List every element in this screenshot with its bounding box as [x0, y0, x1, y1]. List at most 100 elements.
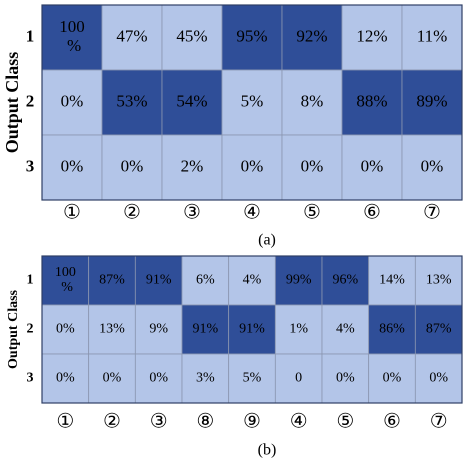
cell	[321, 353, 370, 404]
cell-label: 0%	[383, 371, 402, 386]
cell-label: 0%	[121, 156, 144, 175]
cell-label: 95%	[236, 26, 267, 45]
column-label: ⑦	[430, 411, 448, 433]
cell-label: 0%	[336, 371, 355, 386]
column-label: ⑤	[336, 411, 354, 433]
cell-label: 9%	[149, 322, 168, 337]
column-label: ②	[103, 411, 121, 433]
row-label: 2	[26, 91, 35, 110]
cell	[41, 4, 103, 71]
cell	[228, 353, 276, 404]
y-axis-label: Output Class	[6, 289, 21, 369]
cell-label: 8%	[301, 91, 324, 110]
column-label: ⑥	[363, 202, 381, 224]
column-label: ⑨	[243, 411, 261, 433]
cell	[414, 255, 463, 306]
cell	[274, 353, 323, 404]
cell	[161, 69, 223, 136]
cell-label: 1%	[289, 322, 308, 337]
cell-label: 2%	[181, 156, 204, 175]
cell-label: 92%	[296, 26, 327, 45]
cell	[274, 255, 323, 306]
cell	[414, 304, 463, 355]
row-label: 3	[26, 156, 35, 175]
cell	[88, 304, 136, 355]
cell-label: 0%	[61, 91, 84, 110]
cell-label: 0%	[421, 156, 444, 175]
cell-label: 45%	[176, 26, 207, 45]
cell-label: 4%	[243, 273, 262, 288]
cell-label: 99%	[286, 273, 312, 288]
column-label: ⑤	[303, 202, 321, 224]
column-label: ①	[63, 202, 81, 224]
cell-label: 88%	[356, 91, 387, 110]
cell-label: 89%	[416, 91, 447, 110]
cell	[101, 4, 163, 71]
column-label: ③	[183, 202, 201, 224]
cell-label: 0%	[361, 156, 384, 175]
y-axis-label: Output Class	[2, 52, 22, 154]
cell	[281, 4, 343, 71]
row-label: 3	[27, 371, 34, 386]
cell	[401, 69, 463, 136]
column-label: ④	[290, 411, 308, 433]
cell-label: 100 %	[59, 17, 85, 55]
cell-label: 4%	[336, 322, 355, 337]
cell-label: 87%	[426, 322, 452, 337]
cell-label: 5%	[241, 91, 264, 110]
cell	[41, 353, 90, 404]
cell-label: 53%	[116, 91, 147, 110]
row-label: 2	[27, 322, 34, 337]
cell	[41, 304, 90, 355]
cell	[368, 255, 416, 306]
cell-label: 0%	[56, 371, 75, 386]
cell-label: 13%	[99, 322, 125, 337]
cell-label: 11%	[417, 26, 448, 45]
cell	[228, 304, 276, 355]
caption: (b)	[258, 442, 277, 459]
cell-label: 0%	[301, 156, 324, 175]
cell	[161, 134, 223, 201]
column-label: ③	[150, 411, 168, 433]
cell-label: 47%	[116, 26, 147, 45]
row-label: 1	[27, 273, 34, 288]
cell	[341, 4, 403, 71]
cell-label: 6%	[196, 273, 215, 288]
cell	[134, 353, 183, 404]
cell-label: 96%	[332, 273, 358, 288]
cell	[221, 134, 283, 201]
cell	[221, 4, 283, 71]
cell-label: 0%	[241, 156, 264, 175]
cell-label: 54%	[176, 91, 207, 110]
cell-label: 87%	[99, 273, 125, 288]
cell	[341, 134, 403, 201]
cell	[88, 353, 136, 404]
cell-label: 0	[295, 371, 302, 386]
grid-border	[41, 4, 463, 201]
cell-label: 0%	[103, 371, 122, 386]
cell-label: 0%	[149, 371, 168, 386]
cell-label: 0%	[56, 322, 75, 337]
cell-label: 91%	[239, 322, 265, 337]
cell	[281, 134, 343, 201]
cell-label: 0%	[61, 156, 84, 175]
cell-label: 3%	[196, 371, 215, 386]
cell-label: 91%	[146, 273, 172, 288]
cell	[414, 353, 463, 404]
cell	[401, 134, 463, 201]
cell-label: 13%	[426, 273, 452, 288]
column-label: ②	[123, 202, 141, 224]
column-label: ⑥	[383, 411, 401, 433]
cell	[341, 69, 403, 136]
cell-label: 100 %	[55, 265, 76, 295]
cell-label: 14%	[379, 273, 405, 288]
row-label: 1	[26, 26, 35, 45]
column-label: ④	[243, 202, 261, 224]
cell-label: 91%	[192, 322, 218, 337]
cell	[101, 134, 163, 201]
cell-label: 86%	[379, 322, 405, 337]
column-label: ⑧	[196, 411, 214, 433]
grid-border	[41, 255, 463, 404]
cell-label: 0%	[429, 371, 448, 386]
